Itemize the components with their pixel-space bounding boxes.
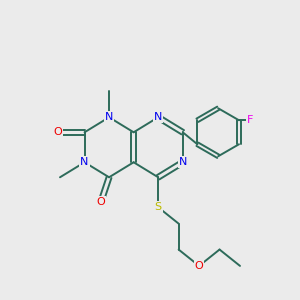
Text: N: N <box>80 157 89 167</box>
Text: N: N <box>105 112 113 122</box>
Text: S: S <box>154 202 162 212</box>
Text: N: N <box>154 112 162 122</box>
Text: O: O <box>195 261 203 271</box>
Text: O: O <box>53 127 62 137</box>
Text: F: F <box>247 115 254 125</box>
Text: N: N <box>178 157 187 167</box>
Text: O: O <box>97 197 105 207</box>
